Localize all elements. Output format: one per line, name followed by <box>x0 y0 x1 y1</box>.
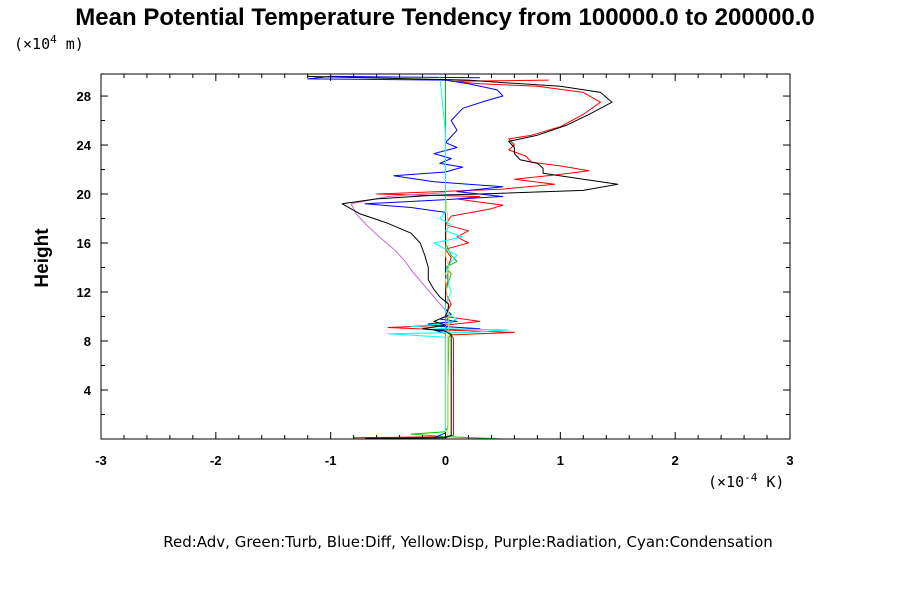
x-axis: -3 -2 -1 0 1 2 3 <box>95 74 794 468</box>
x-tick-label: 2 <box>672 453 679 468</box>
y-tick-label: 28 <box>77 89 91 104</box>
y-tick-label: 20 <box>77 187 91 202</box>
y-unit-label: (×104 m) <box>14 33 84 53</box>
x-tick-label: -2 <box>210 453 222 468</box>
y-tick-label: 8 <box>84 334 91 349</box>
legend-text: Red:Adv, Green:Turb, Blue:Diff, Yellow:D… <box>163 533 773 551</box>
chart-title: Mean Potential Temperature Tendency from… <box>75 4 814 31</box>
series-line-disp <box>445 193 450 436</box>
y-axis-title: Height <box>32 228 53 288</box>
series-line-condensation <box>387 76 510 438</box>
x-unit-label: (×10-4 K) <box>708 471 784 491</box>
y-axis: 4 8 12 16 20 24 28 <box>77 89 790 440</box>
x-tick-label: 0 <box>442 453 449 468</box>
series-line-radiation <box>350 192 446 436</box>
series-line-diff <box>307 75 504 439</box>
y-tick-label: 4 <box>84 383 92 398</box>
y-tick-label: 12 <box>77 285 91 300</box>
y-tick-label: 16 <box>77 236 91 251</box>
x-tick-label: -3 <box>95 453 107 468</box>
series-layer <box>307 75 619 439</box>
x-tick-label: 3 <box>786 453 793 468</box>
y-tick-label: 24 <box>77 138 92 153</box>
series-line-total <box>307 75 619 439</box>
x-tick-label: -1 <box>325 453 337 468</box>
x-tick-label: 1 <box>557 453 564 468</box>
